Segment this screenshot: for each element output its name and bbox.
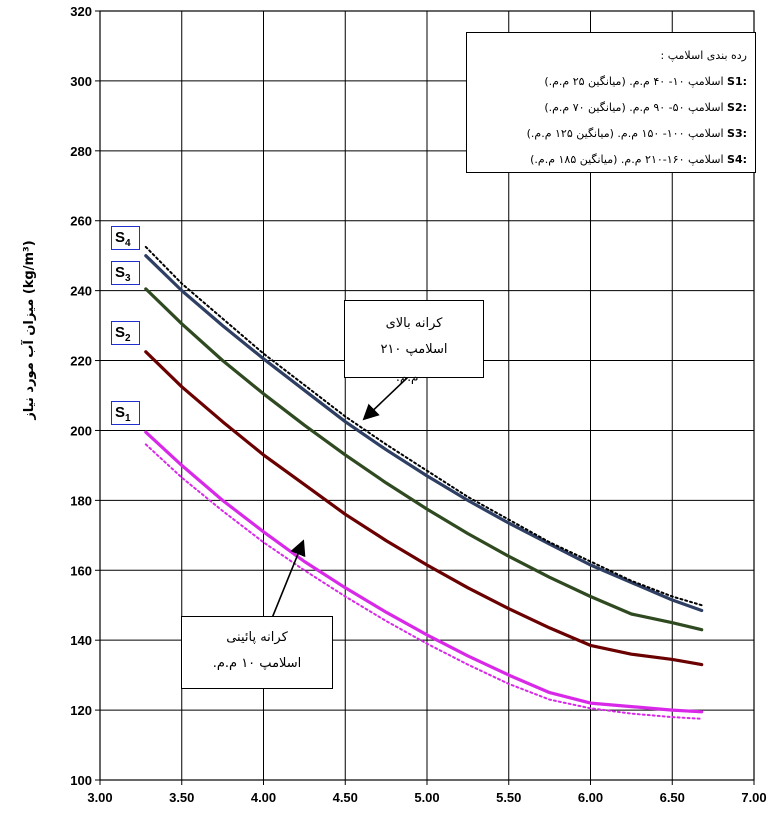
legend-code: S3: [727, 127, 747, 140]
upper-bound-annotation: کرانه بالای اسلامپ ۲۱۰ [344, 300, 484, 378]
x-tick-label: 7.00 [741, 790, 766, 805]
x-tick-label: 3.00 [87, 790, 112, 805]
series-label-letter: S [115, 403, 126, 421]
series-label-letter: S [115, 323, 126, 341]
x-tick-label: 6.00 [578, 790, 603, 805]
legend-code: S4: [727, 153, 747, 166]
legend-text: اسلامپ ۱۶۰-۲۱۰ م.م. (میانگین ۱۸۵ م.م.) [530, 153, 724, 166]
series-label-sub: 2 [125, 332, 131, 344]
lower-annotation-line2: اسلامپ ۱۰ م.م. [212, 656, 302, 671]
y-tick-label: 220 [70, 354, 92, 369]
x-tick-label: 4.00 [251, 790, 276, 805]
legend-title: رده بندی اسلامپ : [660, 49, 747, 62]
y-tick-label: 280 [70, 144, 92, 159]
legend-item-s4: S4: اسلامپ ۱۶۰-۲۱۰ م.م. (میانگین ۱۸۵ م.م… [475, 147, 747, 173]
y-tick-label: 120 [70, 703, 92, 718]
y-tick-label: 140 [70, 633, 92, 648]
legend-item-s2: S2: اسلامپ ۵۰- ۹۰ م.م. (میانگین ۷۰ م.م.) [475, 95, 747, 121]
y-tick-label: 160 [70, 563, 92, 578]
series-line-s4 [144, 254, 704, 613]
y-tick-label: 240 [70, 284, 92, 299]
series-line-lower [144, 443, 703, 720]
legend-item-s1: S1: اسلامپ ۱۰- ۴۰ م.م. (میانگین ۲۵ م.م.) [475, 69, 747, 95]
series-label-s4: S4 [111, 226, 140, 251]
legend-item-s3: S3: اسلامپ ۱۰۰- ۱۵۰ م.م. (میانگین ۱۲۵ م.… [475, 121, 747, 147]
plot-frame [99, 10, 755, 781]
legend-text: اسلامپ ۱۰۰- ۱۵۰ م.م. (میانگین ۱۲۵ م.م.) [526, 127, 724, 140]
y-tick-label: 300 [70, 74, 92, 89]
y-tick-label: 320 [70, 4, 92, 19]
y-tick-label: 180 [70, 493, 92, 508]
series-label-s3: S3 [111, 261, 140, 286]
series-line-s2 [144, 350, 704, 667]
y-tick-label: 100 [70, 773, 92, 788]
axes: 3.00 3.50 4.00 4.50 5.00 5.50 6.00 6.50 7.00 100 1… [70, 4, 766, 805]
series-label-sub: 4 [125, 238, 131, 250]
x-tick-label: 5.50 [496, 790, 521, 805]
series-line-upper [144, 245, 703, 607]
series-line-s1 [144, 430, 704, 714]
annotation-arrow [362, 373, 412, 421]
upper-annotation-line2: اسلامپ ۲۱۰ [380, 342, 448, 357]
series-label-s2: S2 [111, 320, 140, 345]
series-group [144, 245, 704, 720]
y-tick-label: 200 [70, 423, 92, 438]
legend-text: اسلامپ ۱۰- ۴۰ م.م. (میانگین ۲۵ م.م.) [544, 75, 724, 88]
legend-box: رده بندی اسلامپ : S1: اسلامپ ۱۰- ۴۰ م.م.… [466, 32, 756, 173]
legend-text: اسلامپ ۵۰- ۹۰ م.م. (میانگین ۷۰ م.م.) [544, 101, 724, 114]
upper-annotation-line1: کرانه بالای [385, 316, 443, 331]
series-line-s3 [144, 287, 704, 632]
y-axis-label: میزان آب مورد نیاز (kg/m³) [20, 240, 37, 420]
x-tick-label: 5.00 [414, 790, 439, 805]
lower-bound-annotation: کرانه پائینی اسلامپ ۱۰ م.م. [181, 616, 333, 689]
x-tick-label: 3.50 [169, 790, 194, 805]
series-label-sub: 3 [125, 273, 131, 285]
x-tick-label: 6.50 [660, 790, 685, 805]
upper-annotation-line3: م.م. [396, 370, 419, 384]
y-tick-label: 260 [70, 214, 92, 229]
series-label-sub: 1 [125, 412, 131, 424]
legend-code: S1: [727, 75, 747, 88]
lower-annotation-line1: کرانه پائینی [226, 630, 288, 645]
series-label-letter: S [115, 264, 126, 282]
legend-code: S2: [727, 101, 747, 114]
x-tick-label: 4.50 [333, 790, 358, 805]
series-label-letter: S [115, 229, 126, 247]
series-label-s1: S1 [111, 400, 140, 425]
